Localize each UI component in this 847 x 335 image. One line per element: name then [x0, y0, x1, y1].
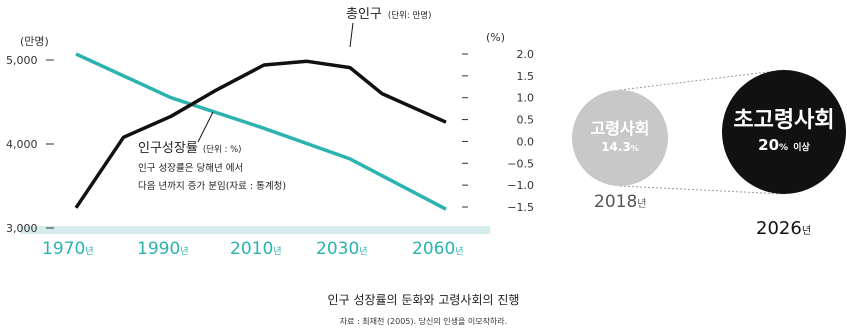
- growth-note-line-1: 인구 성장률은 당해년 에서: [138, 162, 243, 174]
- growth-note-line-2: 다음 년까지 증가 분임(자료 : 통계청): [138, 180, 286, 192]
- left-tick-label: 3,000: [6, 222, 38, 235]
- x-tick-suffix: 년: [85, 246, 93, 257]
- population-series-label: 총인구 (단위: 만명): [346, 7, 431, 22]
- right-tick-label: 0.0: [517, 135, 535, 148]
- left-tick-label: 5,000: [6, 54, 38, 67]
- aging-society-value-number: 14.3: [601, 140, 631, 154]
- super-aging-society-year: 2026년: [756, 218, 811, 239]
- super-aging-society-name: 초고령사회: [733, 107, 835, 133]
- population-label-leader: [349, 22, 354, 48]
- left-axis-unit: (만명): [20, 35, 49, 48]
- super-aging-year-number: 2026: [756, 218, 802, 239]
- x-tick-suffix: 년: [180, 246, 188, 257]
- figure-caption-title: 인구 성장률의 둔화와 고령사회의 진행: [327, 293, 520, 307]
- super-aging-value-number: 20: [758, 135, 780, 154]
- population-series-name: 총인구: [346, 7, 382, 22]
- x-axis-baseline: [20, 226, 490, 234]
- population-series-unit: (단위: 만명): [388, 10, 431, 21]
- growth-rate-line: [75, 52, 447, 211]
- x-tick-label: 2060년: [412, 239, 464, 259]
- left-axis-ticks: 5,000 4,000 3,000: [6, 54, 54, 235]
- super-aging-value-tail: 이상: [793, 142, 810, 153]
- figure-caption-source: 자료 : 최재천 (2005). 당신의 인생을 이모작하라.: [339, 317, 508, 326]
- aging-society-year: 2018년: [594, 192, 646, 212]
- x-tick-suffix: 년: [455, 246, 463, 257]
- x-tick-year: 1970: [42, 239, 85, 259]
- x-tick-year: 2010: [230, 239, 273, 259]
- super-aging-society-bubble: 초고령사회 20% 이상: [722, 70, 846, 194]
- growth-label-leader: [197, 111, 214, 143]
- right-tick-label: 1.5: [517, 70, 535, 83]
- right-tick-label: 2.0: [517, 48, 535, 61]
- aging-society-year-number: 2018: [594, 192, 638, 212]
- growth-series-name: 인구성장률: [138, 141, 198, 156]
- growth-series-unit: (단위 : %): [203, 144, 242, 155]
- x-tick-year: 2060: [412, 239, 455, 259]
- x-tick-label: 2030년: [316, 239, 368, 259]
- super-aging-year-suffix: 년: [801, 226, 812, 237]
- x-tick-label: 1990년: [137, 239, 189, 259]
- right-tick-label: −0.5: [507, 157, 534, 170]
- aging-society-value-unit: %: [630, 144, 639, 153]
- right-tick-label: 0.5: [517, 114, 535, 127]
- right-tick-label: −1.5: [507, 201, 534, 214]
- aging-society-year-suffix: 년: [637, 199, 647, 210]
- right-axis-unit: (%): [486, 31, 505, 44]
- aging-society-value: 14.3%: [601, 139, 639, 157]
- population-chart: (만명) 5,000 4,000 3,000 (%) 2.0 1.5 1.0 0.5 0.0…: [6, 7, 534, 259]
- right-axis-ticks: 2.0 1.5 1.0 0.5 0.0 −0.5 −1.0 −1.5: [462, 48, 534, 214]
- super-aging-society-value: 20% 이상: [758, 135, 810, 158]
- aging-society-name: 고령사회: [590, 119, 650, 138]
- right-tick-label: −1.0: [507, 179, 534, 192]
- growth-series-label: 인구성장률 (단위 : %): [138, 141, 241, 156]
- x-tick-year: 2030: [316, 239, 359, 259]
- x-tick-year: 1990: [137, 239, 180, 259]
- x-tick-suffix: 년: [273, 246, 281, 257]
- x-axis-ticks: 1970년 1990년 2010년 2030년 2060년: [42, 239, 464, 259]
- super-aging-value-unit: %: [779, 142, 789, 153]
- x-tick-suffix: 년: [359, 246, 367, 257]
- left-tick-label: 4,000: [6, 138, 38, 151]
- total-population-line: [74, 59, 447, 209]
- right-tick-label: 1.0: [517, 92, 535, 105]
- x-tick-label: 1970년: [42, 239, 94, 259]
- aging-society-bubble: 고령사회 14.3%: [572, 90, 668, 186]
- x-tick-label: 2010년: [230, 239, 282, 259]
